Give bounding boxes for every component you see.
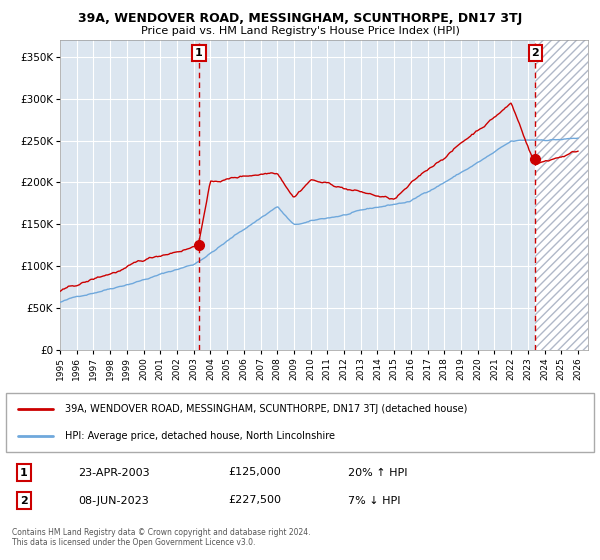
Text: 2: 2 — [532, 48, 539, 58]
Text: 20% ↑ HPI: 20% ↑ HPI — [348, 468, 407, 478]
Text: 2: 2 — [20, 496, 28, 506]
Text: 1: 1 — [195, 48, 203, 58]
Text: £125,000: £125,000 — [228, 468, 281, 478]
Text: 08-JUN-2023: 08-JUN-2023 — [78, 496, 149, 506]
Text: 39A, WENDOVER ROAD, MESSINGHAM, SCUNTHORPE, DN17 3TJ: 39A, WENDOVER ROAD, MESSINGHAM, SCUNTHOR… — [78, 12, 522, 25]
Text: 7% ↓ HPI: 7% ↓ HPI — [348, 496, 401, 506]
Text: Contains HM Land Registry data © Crown copyright and database right 2024.
This d: Contains HM Land Registry data © Crown c… — [12, 528, 311, 547]
Bar — [535, 40, 588, 350]
Text: 23-APR-2003: 23-APR-2003 — [78, 468, 149, 478]
FancyBboxPatch shape — [6, 393, 594, 452]
Bar — [535, 40, 588, 350]
Text: 39A, WENDOVER ROAD, MESSINGHAM, SCUNTHORPE, DN17 3TJ (detached house): 39A, WENDOVER ROAD, MESSINGHAM, SCUNTHOR… — [65, 404, 467, 414]
Text: £227,500: £227,500 — [228, 496, 281, 506]
Text: 1: 1 — [20, 468, 28, 478]
Text: Price paid vs. HM Land Registry's House Price Index (HPI): Price paid vs. HM Land Registry's House … — [140, 26, 460, 36]
Text: HPI: Average price, detached house, North Lincolnshire: HPI: Average price, detached house, Nort… — [65, 431, 335, 441]
